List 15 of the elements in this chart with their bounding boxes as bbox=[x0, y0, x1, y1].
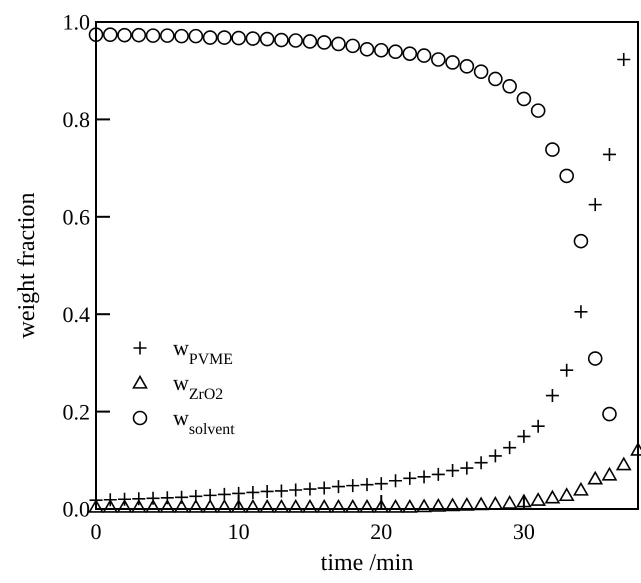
x-axis-title: time /min bbox=[320, 550, 414, 576]
y-tick-label: 0.2 bbox=[62, 399, 90, 424]
y-tick-label: 0.0 bbox=[62, 496, 90, 522]
x-tick-label: 30 bbox=[512, 519, 535, 544]
y-tick-label: 0.6 bbox=[62, 204, 90, 230]
y-tick-label: 0.8 bbox=[62, 107, 90, 132]
x-tick-label: 10 bbox=[228, 519, 250, 544]
x-tick-label: 20 bbox=[370, 519, 392, 544]
y-tick-label: 0.4 bbox=[62, 302, 90, 327]
legend-label: w$_{PVME}$ bbox=[173, 335, 233, 368]
legend-label: w$_{ZrO2}$ bbox=[173, 370, 224, 402]
legend-label: w$_{solvent}$ bbox=[173, 405, 236, 438]
x-tick-label: 0 bbox=[90, 519, 102, 544]
y-axis-title: weight fraction bbox=[14, 192, 40, 338]
y-tick-label: 1.0 bbox=[62, 10, 90, 35]
